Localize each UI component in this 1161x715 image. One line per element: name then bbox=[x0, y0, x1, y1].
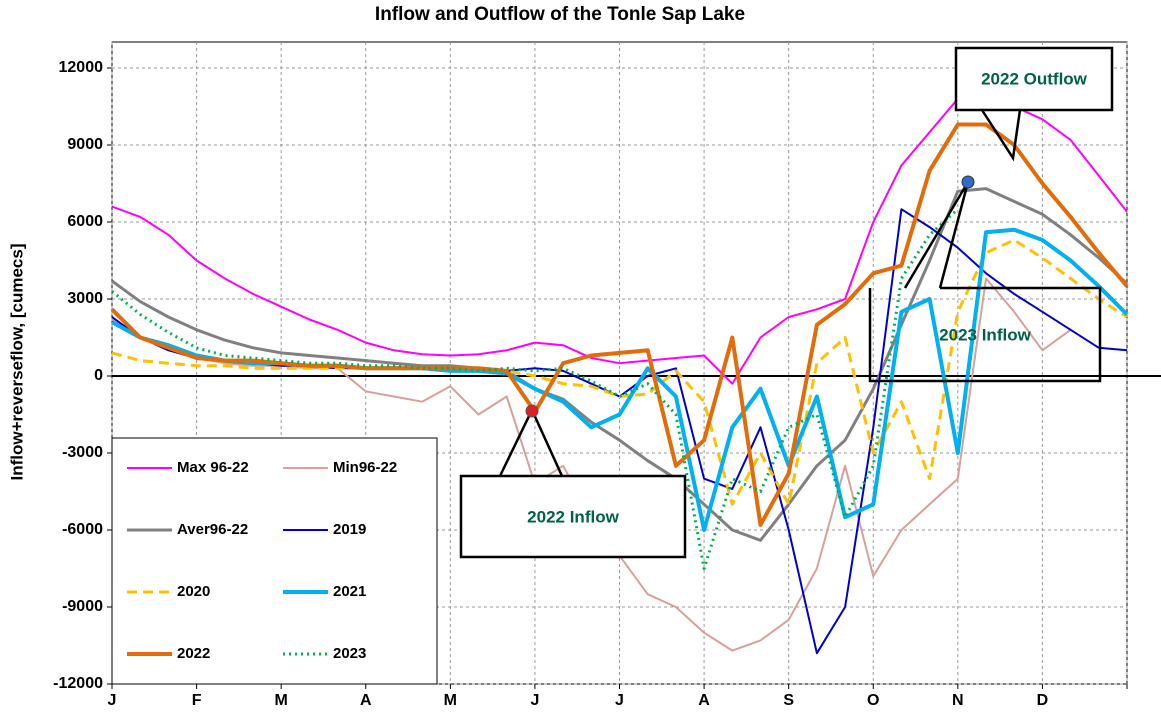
annotation: 2023 Inflow bbox=[939, 325, 1031, 344]
series-line bbox=[111, 238, 1128, 506]
legend-label: 2020 bbox=[177, 583, 210, 600]
legend-label: 2023 bbox=[333, 645, 366, 662]
callout-2022-outflow: 2022 Outflow bbox=[954, 46, 1114, 162]
y-tick-label: 9000 bbox=[67, 136, 103, 153]
y-tick-label: 3000 bbox=[67, 290, 103, 307]
legend-label: 2021 bbox=[333, 583, 366, 600]
marker bbox=[525, 404, 539, 418]
series-line bbox=[110, 122, 1129, 527]
legend-box bbox=[111, 437, 438, 685]
annotation: 2022 Inflow bbox=[527, 507, 619, 526]
x-tick-label: M bbox=[275, 692, 288, 709]
legend-label: 2022 bbox=[177, 645, 210, 662]
x-tick-label: F bbox=[192, 692, 202, 709]
y-tick-label: -12000 bbox=[53, 675, 103, 692]
callout-2023-inflow: 2023 Inflow bbox=[868, 175, 1102, 383]
x-tick-label: S bbox=[783, 692, 794, 709]
y-tick-label: 6000 bbox=[67, 213, 103, 230]
x-tick-label: A bbox=[698, 692, 710, 709]
y-tick-label: 0 bbox=[94, 367, 103, 384]
marker bbox=[961, 175, 975, 189]
x-tick-label: J bbox=[615, 692, 624, 709]
series-line bbox=[111, 187, 1129, 542]
legend-label: Min96-22 bbox=[333, 459, 397, 476]
x-tick-label: D bbox=[1037, 692, 1049, 709]
x-tick-label: J bbox=[530, 692, 539, 709]
x-tick-label: A bbox=[360, 692, 372, 709]
y-tick-label: -6000 bbox=[62, 521, 103, 538]
x-tick-label: M bbox=[444, 692, 457, 709]
y-tick-label: -3000 bbox=[62, 444, 103, 461]
legend-label: 2019 bbox=[333, 521, 366, 538]
legend-label: Aver96-22 bbox=[177, 521, 248, 538]
legend-label: Max 96-22 bbox=[177, 459, 249, 476]
y-tick-label: 12000 bbox=[59, 59, 104, 76]
x-tick-label: O bbox=[867, 692, 879, 709]
y-axis-label: Inflow+reverseflow, [cumecs] bbox=[7, 244, 26, 481]
annotation: 2022 Outflow bbox=[981, 69, 1088, 88]
chart-title: Inflow and Outflow of the Tonle Sap Lake bbox=[375, 4, 745, 25]
y-tick-label: -9000 bbox=[62, 598, 103, 615]
legend: Max 96-22 Min96-22 Aver96-22 2019 2020 2021 20… bbox=[127, 459, 397, 662]
callout-2022-inflow: 2022 Inflow bbox=[459, 404, 687, 559]
x-tick-label: N bbox=[952, 692, 964, 709]
x-tick-label: J bbox=[108, 692, 117, 709]
